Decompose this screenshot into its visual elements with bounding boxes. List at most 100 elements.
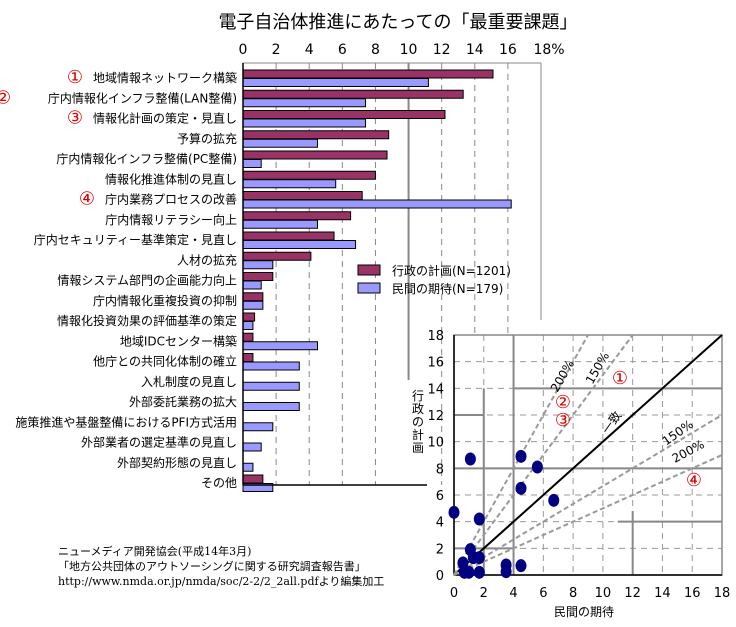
category-marker: ① xyxy=(67,67,83,88)
x-tick-label: 12 xyxy=(433,42,451,58)
scatter-y-tick: 2 xyxy=(436,542,444,557)
scatter-point xyxy=(473,512,485,526)
bar-gov xyxy=(242,292,264,302)
legend-label: 民間の期待(N=179) xyxy=(392,282,503,296)
scatter-y-tick: 8 xyxy=(436,462,444,477)
scatter-point xyxy=(473,565,485,579)
scatter-point xyxy=(500,565,512,579)
source-citation: ニューメディア開発協会(平成14年3月) 「地方公共団体のアウトソーシングに関す… xyxy=(58,544,384,589)
scatter-y-tick: 16 xyxy=(427,356,444,371)
category-label: 地域IDCセンター構築 xyxy=(120,333,237,348)
scatter-x-tick: 14 xyxy=(654,586,671,601)
citation-line-1: ニューメディア開発協会(平成14年3月) xyxy=(58,545,252,558)
scatter-y-tick: 4 xyxy=(436,516,444,531)
scatter-y-tick: 12 xyxy=(427,409,444,424)
bar-gov xyxy=(242,312,256,322)
category-label: 庁内情報化重複投資の抑制 xyxy=(93,293,237,308)
bar-private xyxy=(242,179,337,189)
scatter-y-tick: 14 xyxy=(427,382,444,397)
bar-private xyxy=(242,321,254,330)
x-tick-label: 2 xyxy=(272,42,281,58)
scatter-x-tick: 2 xyxy=(480,586,488,601)
scatter-annotation: ② xyxy=(555,392,571,413)
legend-swatch xyxy=(357,264,381,276)
bar-gov xyxy=(242,89,464,99)
scatter-y-tick: 18 xyxy=(427,329,444,344)
scatter-chart: 0 2 4 6 8 10 12 14 16 18 0 2 4 6 8 10 12 14 16 18 民間の期待 行政の計画… xyxy=(412,329,730,619)
bar-private xyxy=(242,300,264,310)
bar-private xyxy=(242,442,262,452)
scatter-x-tick: 12 xyxy=(624,586,641,601)
bar-gov xyxy=(242,332,254,342)
bar-private xyxy=(242,402,300,411)
category-label: 情報システム部門の企画能力向上 xyxy=(57,273,237,288)
bar-private xyxy=(242,483,274,492)
scatter-x-tick: 4 xyxy=(509,586,517,601)
scatter-y-tick: 0 xyxy=(436,569,444,584)
bar-private xyxy=(242,159,262,168)
bar-private xyxy=(242,280,262,290)
scatter-annotation: ④ xyxy=(686,470,702,491)
category-label: 外部契約形態の見直し xyxy=(117,455,237,470)
x-tick-label: 4 xyxy=(305,42,314,58)
category-marker: ③ xyxy=(67,108,83,129)
scatter-x-tick: 6 xyxy=(539,586,547,601)
scatter-x-tick: 0 xyxy=(450,586,458,601)
reference-line xyxy=(453,334,723,576)
scatter-y-label-char: 政 xyxy=(412,402,424,416)
category-marker: ② xyxy=(0,87,11,108)
category-label: 地域情報ネットワーク構築 xyxy=(93,70,237,85)
bar-gov xyxy=(242,231,335,241)
x-tick-label: 10 xyxy=(400,42,418,58)
reference-line xyxy=(453,414,723,576)
bar-private xyxy=(242,422,274,432)
category-label: 情報化計画の策定・見直し xyxy=(93,111,237,126)
scatter-y-tick: 6 xyxy=(436,489,444,504)
scatter-annotation: ① xyxy=(612,368,628,389)
bar-gov xyxy=(242,150,388,160)
bar-gov xyxy=(242,191,363,200)
citation-line-2: 「地方公共団体のアウトソーシングに関する研究調査報告書」 xyxy=(58,560,366,573)
scatter-point xyxy=(464,452,476,466)
category-label: 入札制度の見直し xyxy=(141,374,237,389)
legend-swatch xyxy=(357,282,381,294)
x-tick-label: 16 xyxy=(499,42,517,58)
scatter-y-label-char: 計 xyxy=(412,427,424,442)
bar-private xyxy=(242,98,367,108)
bar-gov xyxy=(242,69,494,79)
legend-label: 行政の計画(N=1201) xyxy=(392,263,511,278)
scatter-x-tick: 18 xyxy=(714,586,731,601)
chart-title: 電子自治体推進にあたっての「最重要課題」 xyxy=(218,12,577,33)
bar-gov xyxy=(242,251,312,261)
bar-private xyxy=(242,240,357,249)
scatter-point xyxy=(515,481,527,495)
category-label: 庁内情報化インフラ整備(LAN整備) xyxy=(48,90,237,105)
scatter-y-label-char: 画 xyxy=(412,441,424,455)
citation-line-3: http://www.nmda.or.jp/nmda/soc/2-2/2_2al… xyxy=(58,575,385,588)
bar-private xyxy=(242,199,512,209)
category-label: 庁内情報リテラシー向上 xyxy=(105,212,237,227)
scatter-y-label-char: の xyxy=(412,415,424,429)
category-label: 外部委託業務の拡大 xyxy=(129,394,237,409)
category-label: 情報化投資効果の評価基準の策定 xyxy=(57,313,237,328)
bar-private xyxy=(242,118,367,128)
reference-line xyxy=(453,454,723,576)
category-label: 庁内業務プロセスの改善 xyxy=(105,192,237,207)
scatter-y-tick: 10 xyxy=(427,436,444,451)
category-label: 施策推進や基盤整備におけるPFI方式活用 xyxy=(15,414,237,429)
scatter-point xyxy=(473,551,485,565)
scatter-x-label: 民間の期待 xyxy=(554,605,614,619)
bar-gov xyxy=(242,272,274,281)
category-label: 人材の拡充 xyxy=(177,252,237,267)
bar-private xyxy=(242,361,300,371)
bar-gov xyxy=(242,130,390,140)
bar-private xyxy=(242,260,274,270)
bar-gov xyxy=(242,474,264,484)
category-label: 外部業者の選定基準の見直し xyxy=(81,435,237,450)
category-label: 庁内情報化インフラ整備(PC整備) xyxy=(56,151,237,166)
scatter-x-tick: 16 xyxy=(684,586,701,601)
scatter-x-tick: 10 xyxy=(595,586,612,601)
bar-private xyxy=(242,78,429,87)
x-tick-label: 8 xyxy=(371,42,380,58)
